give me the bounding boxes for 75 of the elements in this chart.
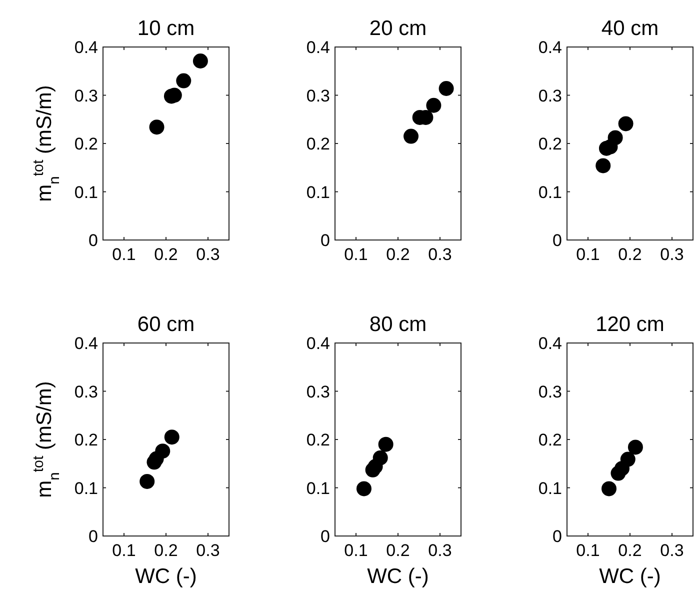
y-tick-label: 0.2 [538,430,562,450]
point [426,98,442,113]
y-tick-label: 0.3 [74,382,98,402]
point [596,158,611,174]
y-tick-label: 0.4 [306,334,330,353]
point [404,128,419,144]
x-tick-label: 0.1 [112,245,136,264]
point [372,450,388,466]
x-tick-label: 0.2 [386,245,410,264]
y-tick-label: 0.2 [538,134,562,154]
chart-title: 80 cm [369,313,427,336]
y-tick-label: 0 [320,527,330,546]
y-tick-label: 0.3 [306,382,330,402]
y-tick-label: 0.3 [538,382,562,402]
y-tick-label: 0.2 [74,134,98,154]
y-tick-label: 0.2 [306,430,330,450]
chart-title: 10 cm [137,17,195,40]
x-tick-label: 0.2 [154,541,178,560]
y-tick-label: 0.4 [306,38,330,57]
x-tick-label: 0.2 [618,541,642,560]
point [155,444,170,459]
x-tick-label: 0.2 [154,245,178,264]
chart-title: 20 cm [369,17,427,40]
chart-title: 60 cm [137,313,195,336]
point [628,440,643,455]
y-tick-label: 0 [552,231,562,250]
x-tick-label: 0.1 [112,541,136,560]
chart-title: 40 cm [601,17,659,40]
x-tick-label: 0.2 [618,245,642,264]
y-tick-label: 0.1 [74,478,98,498]
point [438,80,454,96]
point [149,120,164,135]
point [378,436,394,452]
point [602,481,616,496]
y-tick-label: 0 [88,527,98,546]
x-tick-label: 0.3 [196,245,220,264]
x-tick-label: 0.1 [576,245,600,264]
point [618,116,634,132]
x-axis-title: WC (-) [599,565,661,588]
x-tick-label: 0.1 [344,245,368,264]
y-tick-label: 0.1 [538,478,562,498]
y-tick-label: 0.4 [538,38,562,57]
chart-title: 120 cm [596,313,664,336]
y-tick-label: 0.1 [538,182,562,202]
point [356,481,372,496]
y-tick-label: 0.4 [538,334,562,353]
x-axis-title: WC (-) [135,565,197,588]
point [164,430,180,445]
x-tick-label: 0.3 [428,245,452,264]
point [192,53,208,68]
x-tick-label: 0.1 [576,541,600,560]
y-tick-label: 0 [320,231,330,250]
x-tick-label: 0.2 [386,541,410,560]
point [608,130,623,146]
y-tick-label: 0.3 [74,86,98,106]
y-tick-label: 0 [88,231,98,250]
x-tick-label: 0.3 [196,541,220,560]
y-tick-label: 0.4 [74,38,98,57]
y-tick-label: 0.3 [306,86,330,106]
y-tick-label: 0.2 [74,430,98,450]
y-tick-label: 0.1 [306,478,330,498]
y-tick-label: 0.4 [74,334,98,353]
x-tick-label: 0.3 [660,541,684,560]
point [620,452,636,467]
x-tick-label: 0.1 [344,541,368,560]
point [176,73,192,88]
y-tick-label: 0 [552,527,562,546]
x-axis-title: WC (-) [367,565,429,588]
y-tick-label: 0.1 [74,182,98,202]
point [140,474,155,489]
y-tick-label: 0.3 [538,86,562,106]
x-tick-label: 0.3 [428,541,452,560]
y-tick-label: 0.1 [306,182,330,202]
x-tick-label: 0.3 [660,245,684,264]
y-tick-label: 0.2 [306,134,330,154]
